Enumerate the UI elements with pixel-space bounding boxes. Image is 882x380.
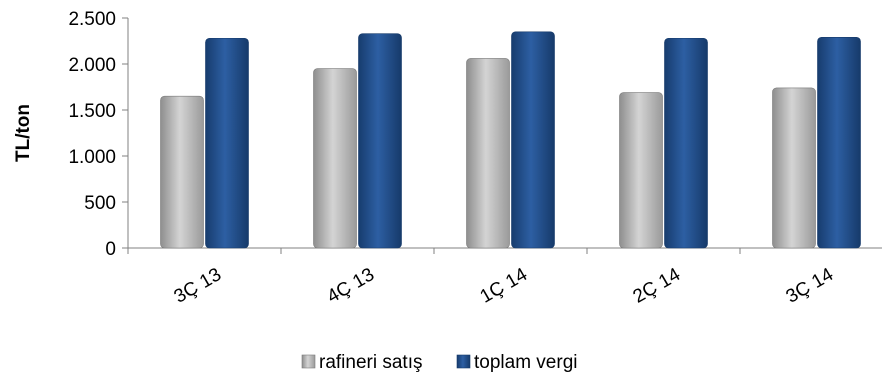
y-tick-label: 0 (105, 239, 116, 260)
x-tick-label: 2Ç 14 (630, 264, 685, 308)
legend-label: toplam vergi (474, 352, 578, 373)
bar-toplam-vergi (664, 37, 708, 249)
legend-label: rafineri satış (319, 352, 422, 373)
legend: rafineri satış toplam vergi (301, 352, 578, 373)
bar-toplam-vergi (817, 37, 861, 249)
y-axis: 0 500 1.000 1.500 2.000 2.500 (68, 9, 129, 260)
bar-rafineri-satis (466, 58, 510, 249)
x-tick-label: 1Ç 14 (477, 264, 532, 308)
legend-swatch (301, 354, 316, 369)
y-tick-label: 2.000 (68, 55, 116, 76)
x-tick-label: 4Ç 13 (324, 264, 378, 308)
x-tick-label: 3Ç 13 (171, 264, 225, 308)
bars (160, 31, 861, 249)
y-axis-label: TL/ton (13, 104, 34, 162)
bar-toplam-vergi (205, 37, 249, 249)
y-tick-label: 1.500 (68, 101, 116, 122)
bar-toplam-vergi (511, 31, 555, 249)
bar-rafineri-satis (772, 87, 816, 249)
y-tick-label: 1.000 (68, 147, 116, 168)
y-tick-label: 2.500 (68, 9, 116, 30)
legend-swatch (456, 354, 471, 369)
x-axis: 3Ç 13 4Ç 13 1Ç 14 2Ç 14 3Ç 14 (127, 247, 882, 308)
y-tick-label: 500 (84, 193, 116, 214)
bar-rafineri-satis (619, 92, 663, 249)
bar-rafineri-satis (313, 68, 357, 249)
bar-rafineri-satis (160, 95, 204, 249)
x-tick-label: 3Ç 14 (783, 264, 838, 308)
bar-toplam-vergi (358, 33, 402, 249)
